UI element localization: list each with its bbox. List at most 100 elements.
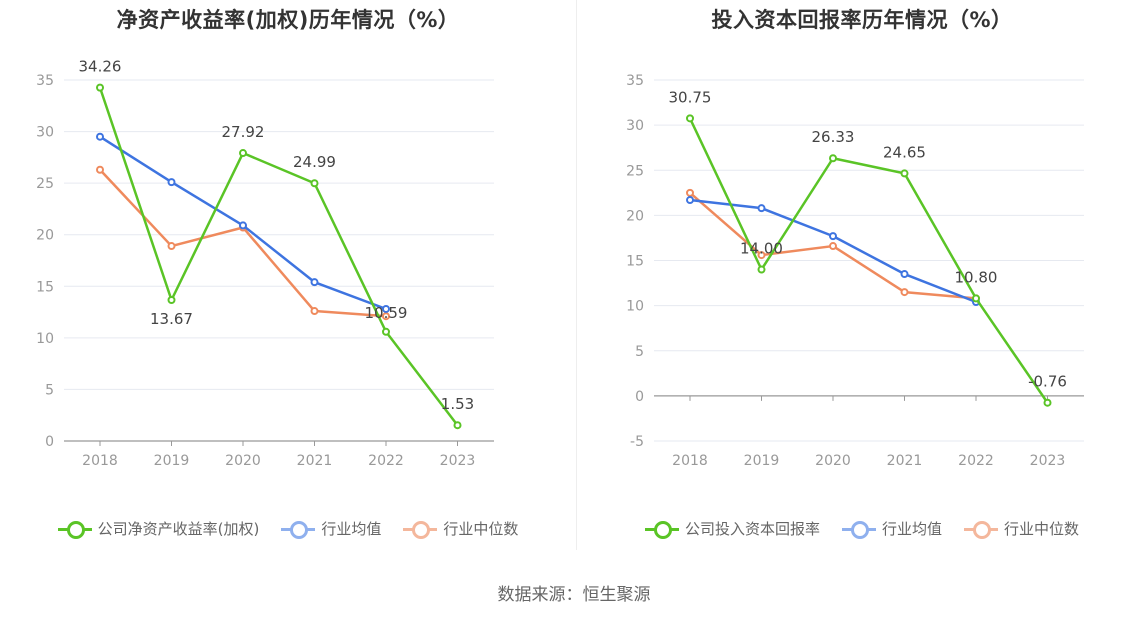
plot-area: -5 0 5 10 15 20 25 30 35 2018 2019 2020 2021 2022 2023… bbox=[626, 73, 1084, 469]
legend-line-icon bbox=[964, 519, 998, 539]
data-point bbox=[757, 251, 766, 260]
legend-line-icon bbox=[841, 519, 876, 539]
x-tick-label: 2018 bbox=[672, 453, 708, 469]
x-tick-label: 2018 bbox=[82, 453, 118, 469]
legend-item-mean[interactable]: 行业均值 bbox=[281, 518, 381, 539]
x-tick-label: 2020 bbox=[815, 453, 851, 469]
chart-title: 净资产收益率(加权)历年情况（%） bbox=[116, 8, 460, 32]
data-point bbox=[829, 232, 837, 241]
data-label: -0.76 bbox=[1028, 373, 1067, 391]
y-tick-label: 10 bbox=[626, 299, 644, 315]
data-label: 24.65 bbox=[883, 143, 926, 161]
data-source: 数据来源：恒生聚源 bbox=[497, 585, 651, 605]
y-tick-label: 15 bbox=[626, 254, 644, 270]
legend: 公司净资产收益率(加权) 行业均值 行业中位数 bbox=[0, 518, 576, 539]
data-point bbox=[900, 288, 909, 297]
legend-line-icon bbox=[644, 519, 679, 539]
data-label: 13.67 bbox=[150, 310, 193, 328]
legend-label: 公司投入资本回报率 bbox=[684, 520, 820, 538]
data-point bbox=[382, 327, 390, 336]
legend-line-icon bbox=[281, 519, 316, 539]
legend-item-mean[interactable]: 行业均值 bbox=[841, 518, 942, 539]
data-point bbox=[382, 312, 390, 321]
y-tick-label: 5 bbox=[45, 382, 54, 398]
data-point bbox=[310, 278, 319, 287]
x-tick-label: 2021 bbox=[297, 453, 333, 469]
series-line bbox=[98, 87, 459, 426]
data-point bbox=[757, 265, 766, 274]
y-tick-label: 20 bbox=[626, 208, 644, 224]
data-point bbox=[686, 196, 694, 205]
legend-item-median[interactable]: 行业中位数 bbox=[964, 518, 1079, 539]
legend-label: 行业均值 bbox=[321, 520, 382, 538]
chart-panel-roe: 净资产收益率(加权)历年情况（%） 0 5 10 15 20 25 30 35 2018 2019… bbox=[0, 0, 576, 560]
y-tick-label: -5 bbox=[630, 434, 644, 450]
legend-line-icon bbox=[403, 519, 438, 539]
y-tick-label: 25 bbox=[36, 176, 54, 192]
x-tick-label: 2022 bbox=[368, 453, 404, 469]
data-point bbox=[900, 169, 909, 178]
legend-label: 公司净资产收益率(加权) bbox=[97, 520, 260, 538]
legend-item-company[interactable]: 公司净资产收益率(加权) bbox=[57, 518, 260, 539]
legend-label: 行业中位数 bbox=[1004, 520, 1080, 538]
data-label: 26.33 bbox=[812, 128, 855, 146]
y-tick-label: 20 bbox=[36, 228, 54, 244]
data-point bbox=[453, 421, 462, 430]
legend-item-company[interactable]: 公司投入资本回报率 bbox=[644, 518, 820, 539]
y-tick-label: 35 bbox=[626, 73, 644, 89]
y-tick-label: 30 bbox=[626, 118, 644, 134]
chart-panel-roic: 投入资本回报率历年情况（%） -5 0 5 10 15 20 25 30 35 2018 2019 2… bbox=[576, 0, 1148, 560]
legend-line-icon bbox=[57, 519, 92, 539]
legend-label: 行业均值 bbox=[881, 520, 942, 538]
x-tick-label: 2022 bbox=[958, 453, 994, 469]
data-point bbox=[757, 204, 766, 213]
data-point bbox=[829, 154, 837, 163]
legend-label: 行业中位数 bbox=[443, 520, 519, 538]
data-point bbox=[239, 221, 247, 230]
data-point bbox=[686, 188, 694, 197]
data-point bbox=[96, 165, 104, 174]
y-tick-label: 15 bbox=[36, 279, 54, 295]
data-point bbox=[167, 242, 176, 251]
data-point bbox=[382, 304, 390, 313]
data-label: 30.75 bbox=[669, 88, 712, 106]
y-tick-label: 10 bbox=[36, 331, 54, 347]
data-point bbox=[167, 178, 176, 187]
data-point bbox=[310, 307, 319, 316]
y-tick-label: 35 bbox=[36, 73, 54, 89]
chart-title: 投入资本回报率历年情况（%） bbox=[711, 8, 1013, 32]
x-tick-label: 2023 bbox=[1030, 453, 1066, 469]
data-point bbox=[686, 114, 694, 123]
data-label: 24.99 bbox=[293, 153, 336, 171]
y-tick-label: 30 bbox=[36, 125, 54, 141]
data-label: 27.92 bbox=[222, 123, 265, 141]
data-point bbox=[239, 149, 247, 158]
data-point bbox=[310, 179, 319, 188]
data-point bbox=[96, 83, 104, 92]
data-point bbox=[167, 296, 176, 305]
data-point bbox=[829, 242, 837, 251]
legend: 公司投入资本回报率 行业均值 行业中位数 bbox=[576, 518, 1148, 539]
legend-item-median[interactable]: 行业中位数 bbox=[403, 518, 518, 539]
x-tick-label: 2020 bbox=[225, 453, 261, 469]
y-tick-label: 5 bbox=[635, 344, 644, 360]
data-point bbox=[1043, 398, 1052, 407]
data-label: 10.59 bbox=[365, 304, 408, 322]
data-point bbox=[972, 294, 980, 303]
panel-divider bbox=[576, 0, 577, 550]
x-tick-label: 2019 bbox=[744, 453, 780, 469]
data-label: 10.80 bbox=[955, 268, 998, 286]
data-label: 14.00 bbox=[740, 240, 783, 258]
y-tick-label: 25 bbox=[626, 163, 644, 179]
x-tick-label: 2019 bbox=[154, 453, 190, 469]
data-point bbox=[900, 270, 909, 279]
y-tick-label: 0 bbox=[635, 389, 644, 405]
x-tick-label: 2021 bbox=[887, 453, 923, 469]
y-tick-label: 0 bbox=[45, 434, 54, 450]
data-label: 34.26 bbox=[79, 58, 122, 76]
x-tick-label: 2023 bbox=[440, 453, 476, 469]
series-line bbox=[688, 117, 1049, 404]
data-point bbox=[96, 132, 104, 141]
data-label: 1.53 bbox=[441, 395, 474, 413]
plot-area: 0 5 10 15 20 25 30 35 2018 2019 2020 2021 2022 2023 34… bbox=[36, 58, 494, 469]
